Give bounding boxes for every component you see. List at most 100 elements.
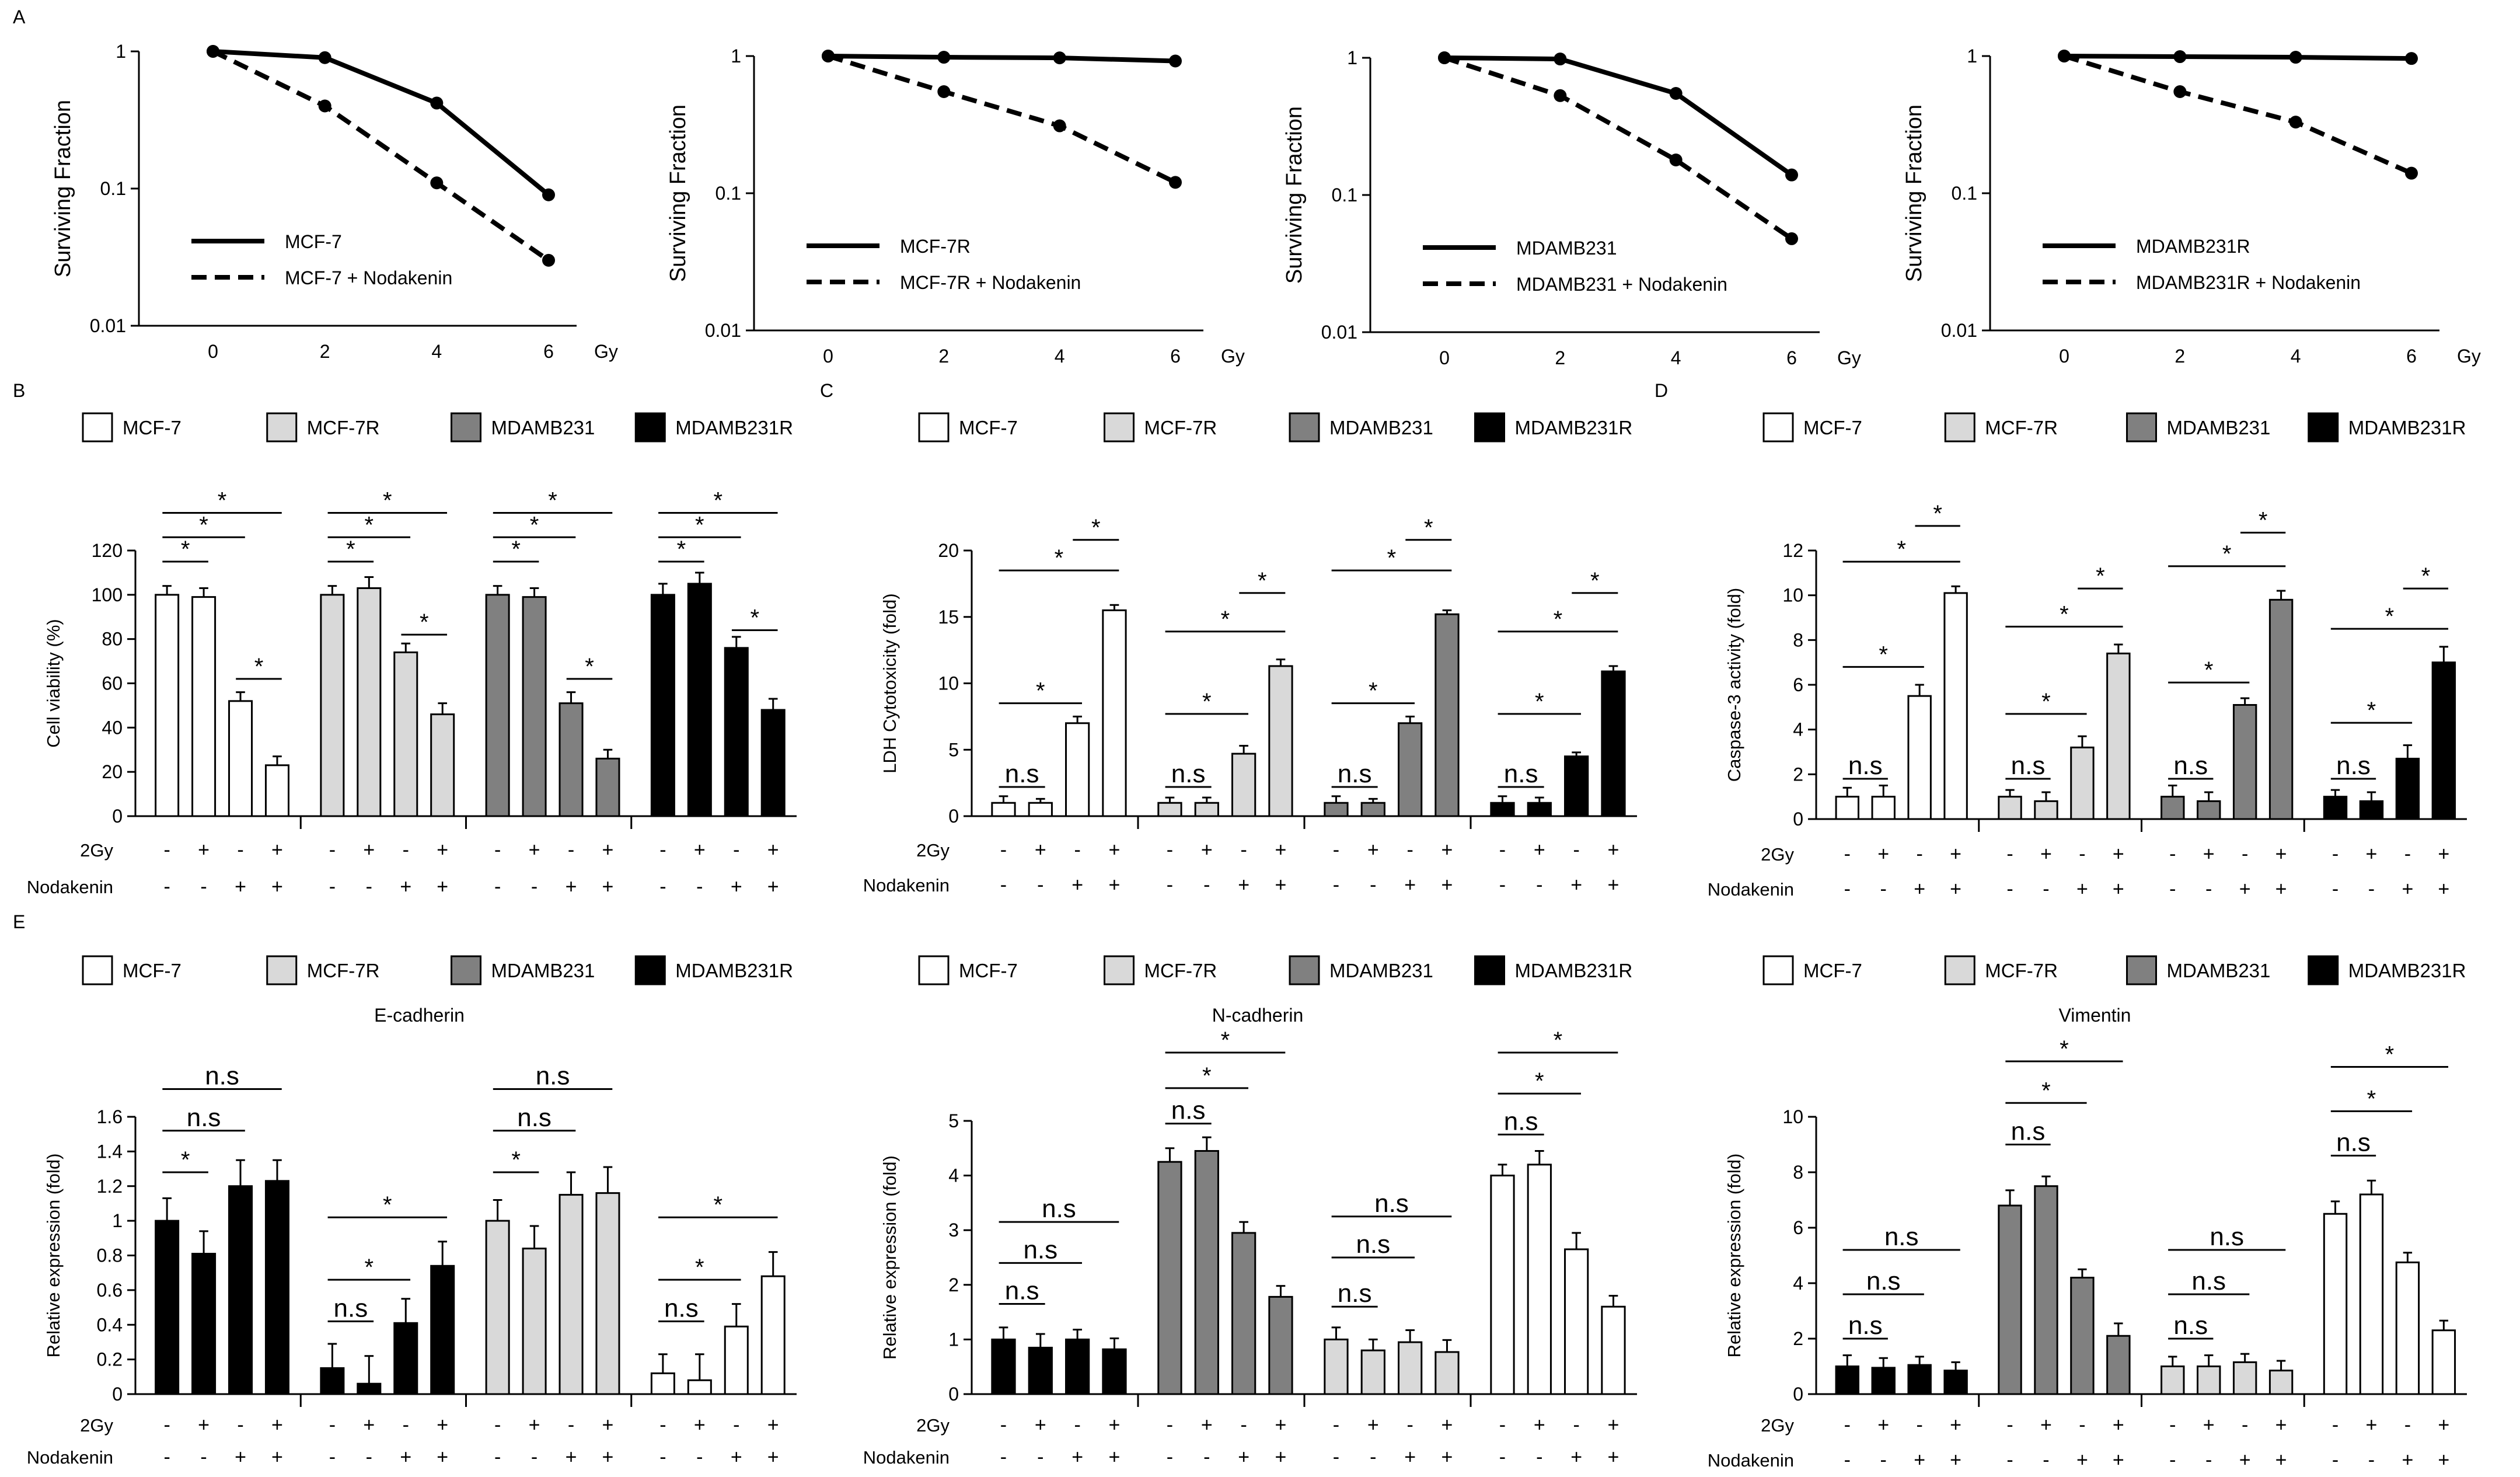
y-tick-label: 0.8 [97, 1245, 123, 1266]
significance-label: n.s [536, 1062, 570, 1091]
legend-swatch [1944, 955, 1975, 985]
significance-label: * [383, 488, 392, 514]
x-tick-label: 2 [1555, 347, 1565, 368]
y-axis-label: Relative expression (fold) [1724, 1154, 1744, 1358]
bar [320, 1367, 345, 1395]
treatment-sign: + [529, 1414, 540, 1436]
legend-swatch [82, 955, 113, 985]
bar [1527, 802, 1552, 817]
bar [1360, 802, 1385, 817]
panel-label-a: A [13, 6, 26, 27]
treatment-sign: + [1950, 843, 1961, 865]
legend-swatch [266, 955, 298, 985]
significance-label: * [1554, 1027, 1563, 1053]
bar [2161, 1365, 2185, 1395]
legend-label: MDAMB231 [491, 960, 595, 981]
y-tick-label: 20 [102, 761, 123, 782]
bar [2395, 758, 2420, 820]
bar [2268, 598, 2294, 820]
bar [687, 1379, 712, 1395]
y-tick-label: 0.1 [1952, 183, 1977, 204]
treatment-sign: + [1534, 839, 1545, 861]
treatment-sign: - [329, 1446, 336, 1468]
significance-label: * [695, 512, 704, 538]
bar [724, 1325, 749, 1395]
significance-label: * [1554, 607, 1563, 632]
significance-label: * [2041, 689, 2051, 715]
data-point [1554, 53, 1567, 66]
data-point [2058, 50, 2071, 62]
legend-swatch [2308, 412, 2339, 443]
bar [595, 1192, 620, 1395]
y-tick-label: 5 [948, 1110, 959, 1131]
y-tick-label: 1.4 [97, 1141, 123, 1162]
x-tick-label: 6 [543, 341, 554, 362]
y-tick-label: 0.2 [97, 1349, 123, 1370]
significance-label: n.s [1848, 1311, 1883, 1340]
y-axis-label: Surviving Fraction [1902, 104, 1926, 282]
bar [1028, 802, 1053, 817]
data-point [2173, 85, 2187, 99]
y-tick-label: 1 [1347, 47, 1357, 68]
treatment-sign: - [1406, 839, 1413, 861]
data-point [318, 51, 331, 64]
bar [1434, 613, 1460, 817]
y-tick-label: 20 [938, 540, 959, 561]
treatment-sign: - [200, 876, 207, 898]
treatment-sign: + [731, 1446, 742, 1468]
significance-label: n.s [1042, 1194, 1076, 1223]
bar [430, 1264, 455, 1395]
treatment-sign: + [1442, 839, 1453, 861]
y-tick-label: 10 [938, 673, 959, 694]
y-tick-label: 0.01 [705, 320, 741, 341]
treatment-sign: + [602, 876, 614, 898]
bar [1564, 755, 1589, 817]
treatment-sign: + [400, 876, 411, 898]
y-tick-label: 8 [1793, 1162, 1803, 1183]
treatment-sign: - [237, 839, 243, 861]
treatment-sign: + [1608, 1414, 1619, 1436]
y-tick-label: 120 [92, 540, 123, 561]
treatment-sign: - [696, 1446, 703, 1468]
bar [393, 651, 418, 817]
data-point [2289, 116, 2302, 129]
bar [1907, 1364, 1932, 1395]
treatment-sign: - [1333, 839, 1339, 861]
y-tick-label: 0.1 [100, 178, 126, 199]
bar [522, 596, 547, 817]
bar [2232, 1361, 2257, 1395]
chart-subtitle: E-cadherin [374, 1005, 465, 1026]
treatment-sign: - [733, 1414, 739, 1436]
legend-label: MCF-7R [1144, 417, 1217, 438]
treatment-label-2gy: 2Gy [916, 1415, 950, 1436]
y-tick-label: 0.01 [1321, 322, 1357, 343]
legend-label-1: MDAMB231 [1516, 238, 1617, 259]
treatment-sign: + [235, 1446, 246, 1468]
legend-label: MDAMB231 [2167, 960, 2271, 981]
legend-swatch [1474, 412, 1505, 443]
data-point [318, 99, 331, 113]
treatment-sign: + [694, 1414, 706, 1436]
significance-label: * [365, 1255, 374, 1280]
treatment-sign: - [1074, 839, 1080, 861]
legend-swatch [2126, 412, 2157, 443]
y-axis-label: Surviving Fraction [1282, 106, 1307, 284]
treatment-sign: - [1167, 1446, 1173, 1468]
treatment-sign: - [2205, 878, 2212, 900]
data-point [2173, 50, 2187, 64]
significance-label: * [1036, 678, 1045, 704]
treatment-sign: + [1608, 1446, 1619, 1468]
bar [1157, 802, 1182, 817]
x-tick-label: 0 [2059, 346, 2069, 367]
y-tick-label: 0.1 [1332, 184, 1357, 205]
treatment-sign: - [2043, 1449, 2049, 1471]
significance-label: * [714, 1192, 723, 1218]
bar [1194, 802, 1219, 817]
treatment-sign: + [1914, 878, 1925, 900]
x-unit-label: Gy [1837, 347, 1861, 368]
treatment-sign: - [1333, 1414, 1339, 1436]
treatment-sign: - [696, 876, 703, 898]
bar [1871, 1367, 1896, 1395]
bar [2106, 1335, 2131, 1395]
